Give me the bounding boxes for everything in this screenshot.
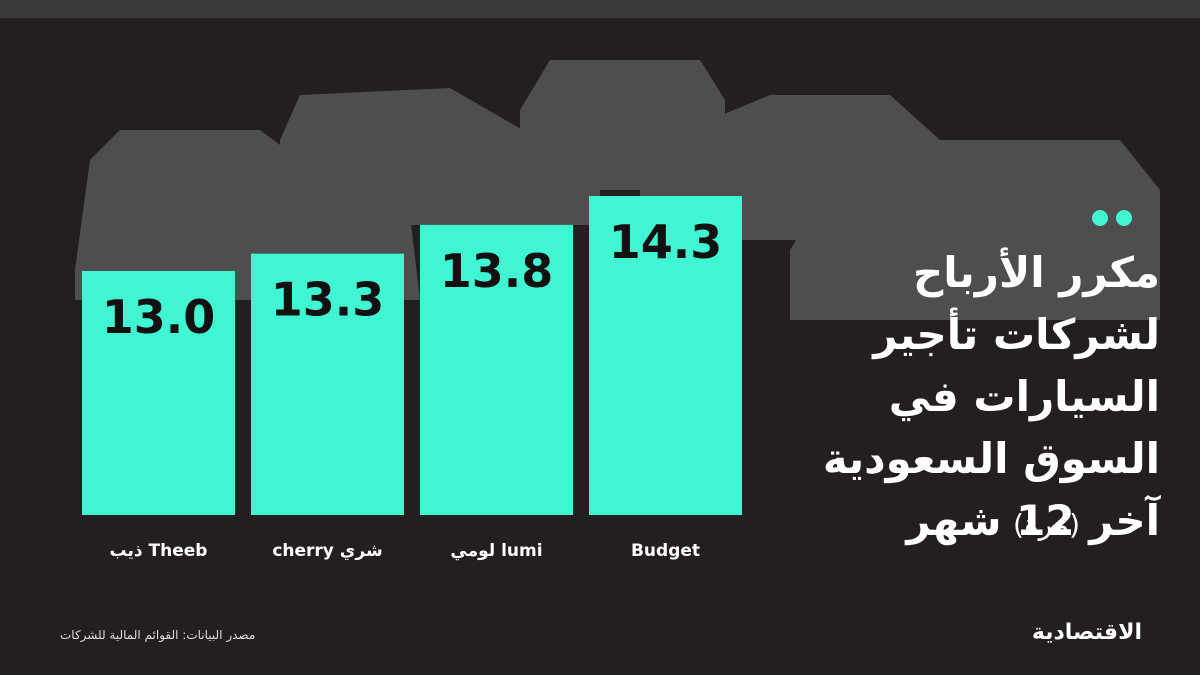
value-label: 14.3: [609, 215, 723, 269]
source-note: مصدر البيانات: القوائم المالية للشركات: [60, 628, 256, 642]
bar: [251, 253, 404, 515]
value-label: 13.0: [102, 290, 216, 344]
x-tick-label: ذيب Theeb: [110, 541, 208, 561]
top-strip: [0, 0, 1200, 18]
x-tick-label: Budget: [631, 541, 700, 561]
car-photos: [75, 60, 1160, 320]
bar: [420, 224, 573, 515]
chart-subtitle: (مرة): [1013, 508, 1080, 541]
decor-dot: [1116, 210, 1132, 226]
decor-dot: [1092, 210, 1108, 226]
x-tick-label: cherry شري: [272, 541, 382, 561]
x-tick-label: لومي lumi: [450, 541, 542, 561]
bar: [589, 196, 742, 515]
value-label: 13.3: [271, 273, 385, 327]
bar: [82, 270, 235, 515]
brand-logo: الاقتصادية: [1031, 620, 1142, 645]
chart-title: مكرر الأرباح لشركات تأجير السيارات في ال…: [822, 248, 1160, 545]
value-label: 13.8: [440, 244, 554, 298]
